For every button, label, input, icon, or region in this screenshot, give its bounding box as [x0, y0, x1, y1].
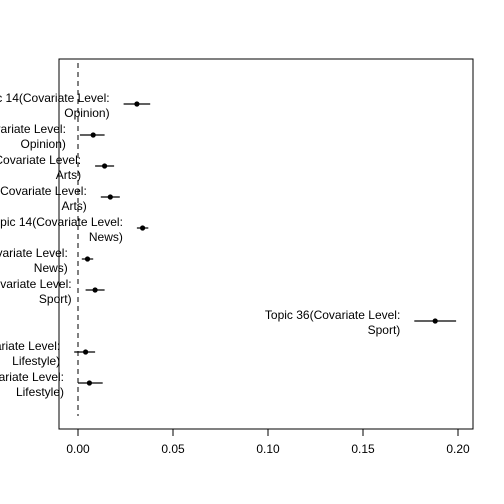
point-label-line1: Topic 14(Covariate Level: — [0, 215, 123, 229]
point-label-line1: Topic 14(Covariate Level: — [0, 184, 87, 198]
point-label-line2: Sport) — [368, 323, 401, 337]
point-label-line2: Arts) — [56, 168, 81, 182]
point-estimate — [107, 194, 113, 200]
point-estimate — [134, 101, 140, 107]
point-estimate — [140, 225, 146, 231]
point-estimate — [90, 132, 96, 138]
point-estimate — [83, 349, 89, 355]
marks-layer — [74, 101, 457, 386]
point-label-line2: Sport) — [39, 292, 72, 306]
point-labels-layer: Topic 14(Covariate Level:Opinion)Topic 3… — [0, 91, 400, 399]
point-label-line1: Topic 36(Covariate Level: — [0, 370, 64, 384]
point-estimate — [86, 380, 92, 386]
point-label-line2: News) — [34, 261, 68, 275]
point-label-line1: Topic 14(Covariate Level: — [0, 277, 72, 291]
point-estimate — [432, 318, 438, 324]
point-label-line1: Topic 36(Covariate Level: — [0, 246, 68, 260]
point-estimate — [84, 256, 91, 262]
point-estimate — [92, 287, 98, 293]
point-label-line2: Opinion) — [21, 137, 66, 151]
point-label-line1: Topic 14(Covariate Level: — [0, 339, 60, 353]
x-axis: 0.00 0.05 0.10 0.15 0.20 — [66, 428, 470, 456]
point-label-line2: Opinion) — [64, 106, 109, 120]
point-label-line2: Arts) — [61, 199, 86, 213]
point-label-line2: Lifestyle) — [16, 385, 64, 399]
point-label-line1: Topic 36(Covariate Level: — [0, 153, 81, 167]
point-label-line1: Topic 36(Covariate Level: — [0, 122, 66, 136]
point-estimate — [102, 163, 108, 169]
x-tick-label: 0.10 — [256, 442, 280, 456]
point-label-line1: Topic 14(Covariate Level: — [0, 91, 110, 105]
point-label-line2: Lifestyle) — [12, 354, 60, 368]
x-tick-label: 0.20 — [446, 442, 470, 456]
point-label-line1: Topic 36(Covariate Level: — [265, 308, 400, 322]
x-tick-label: 0.15 — [351, 442, 375, 456]
x-tick-label: 0.05 — [161, 442, 185, 456]
point-label-line2: News) — [89, 230, 123, 244]
x-tick-label: 0.00 — [66, 442, 90, 456]
